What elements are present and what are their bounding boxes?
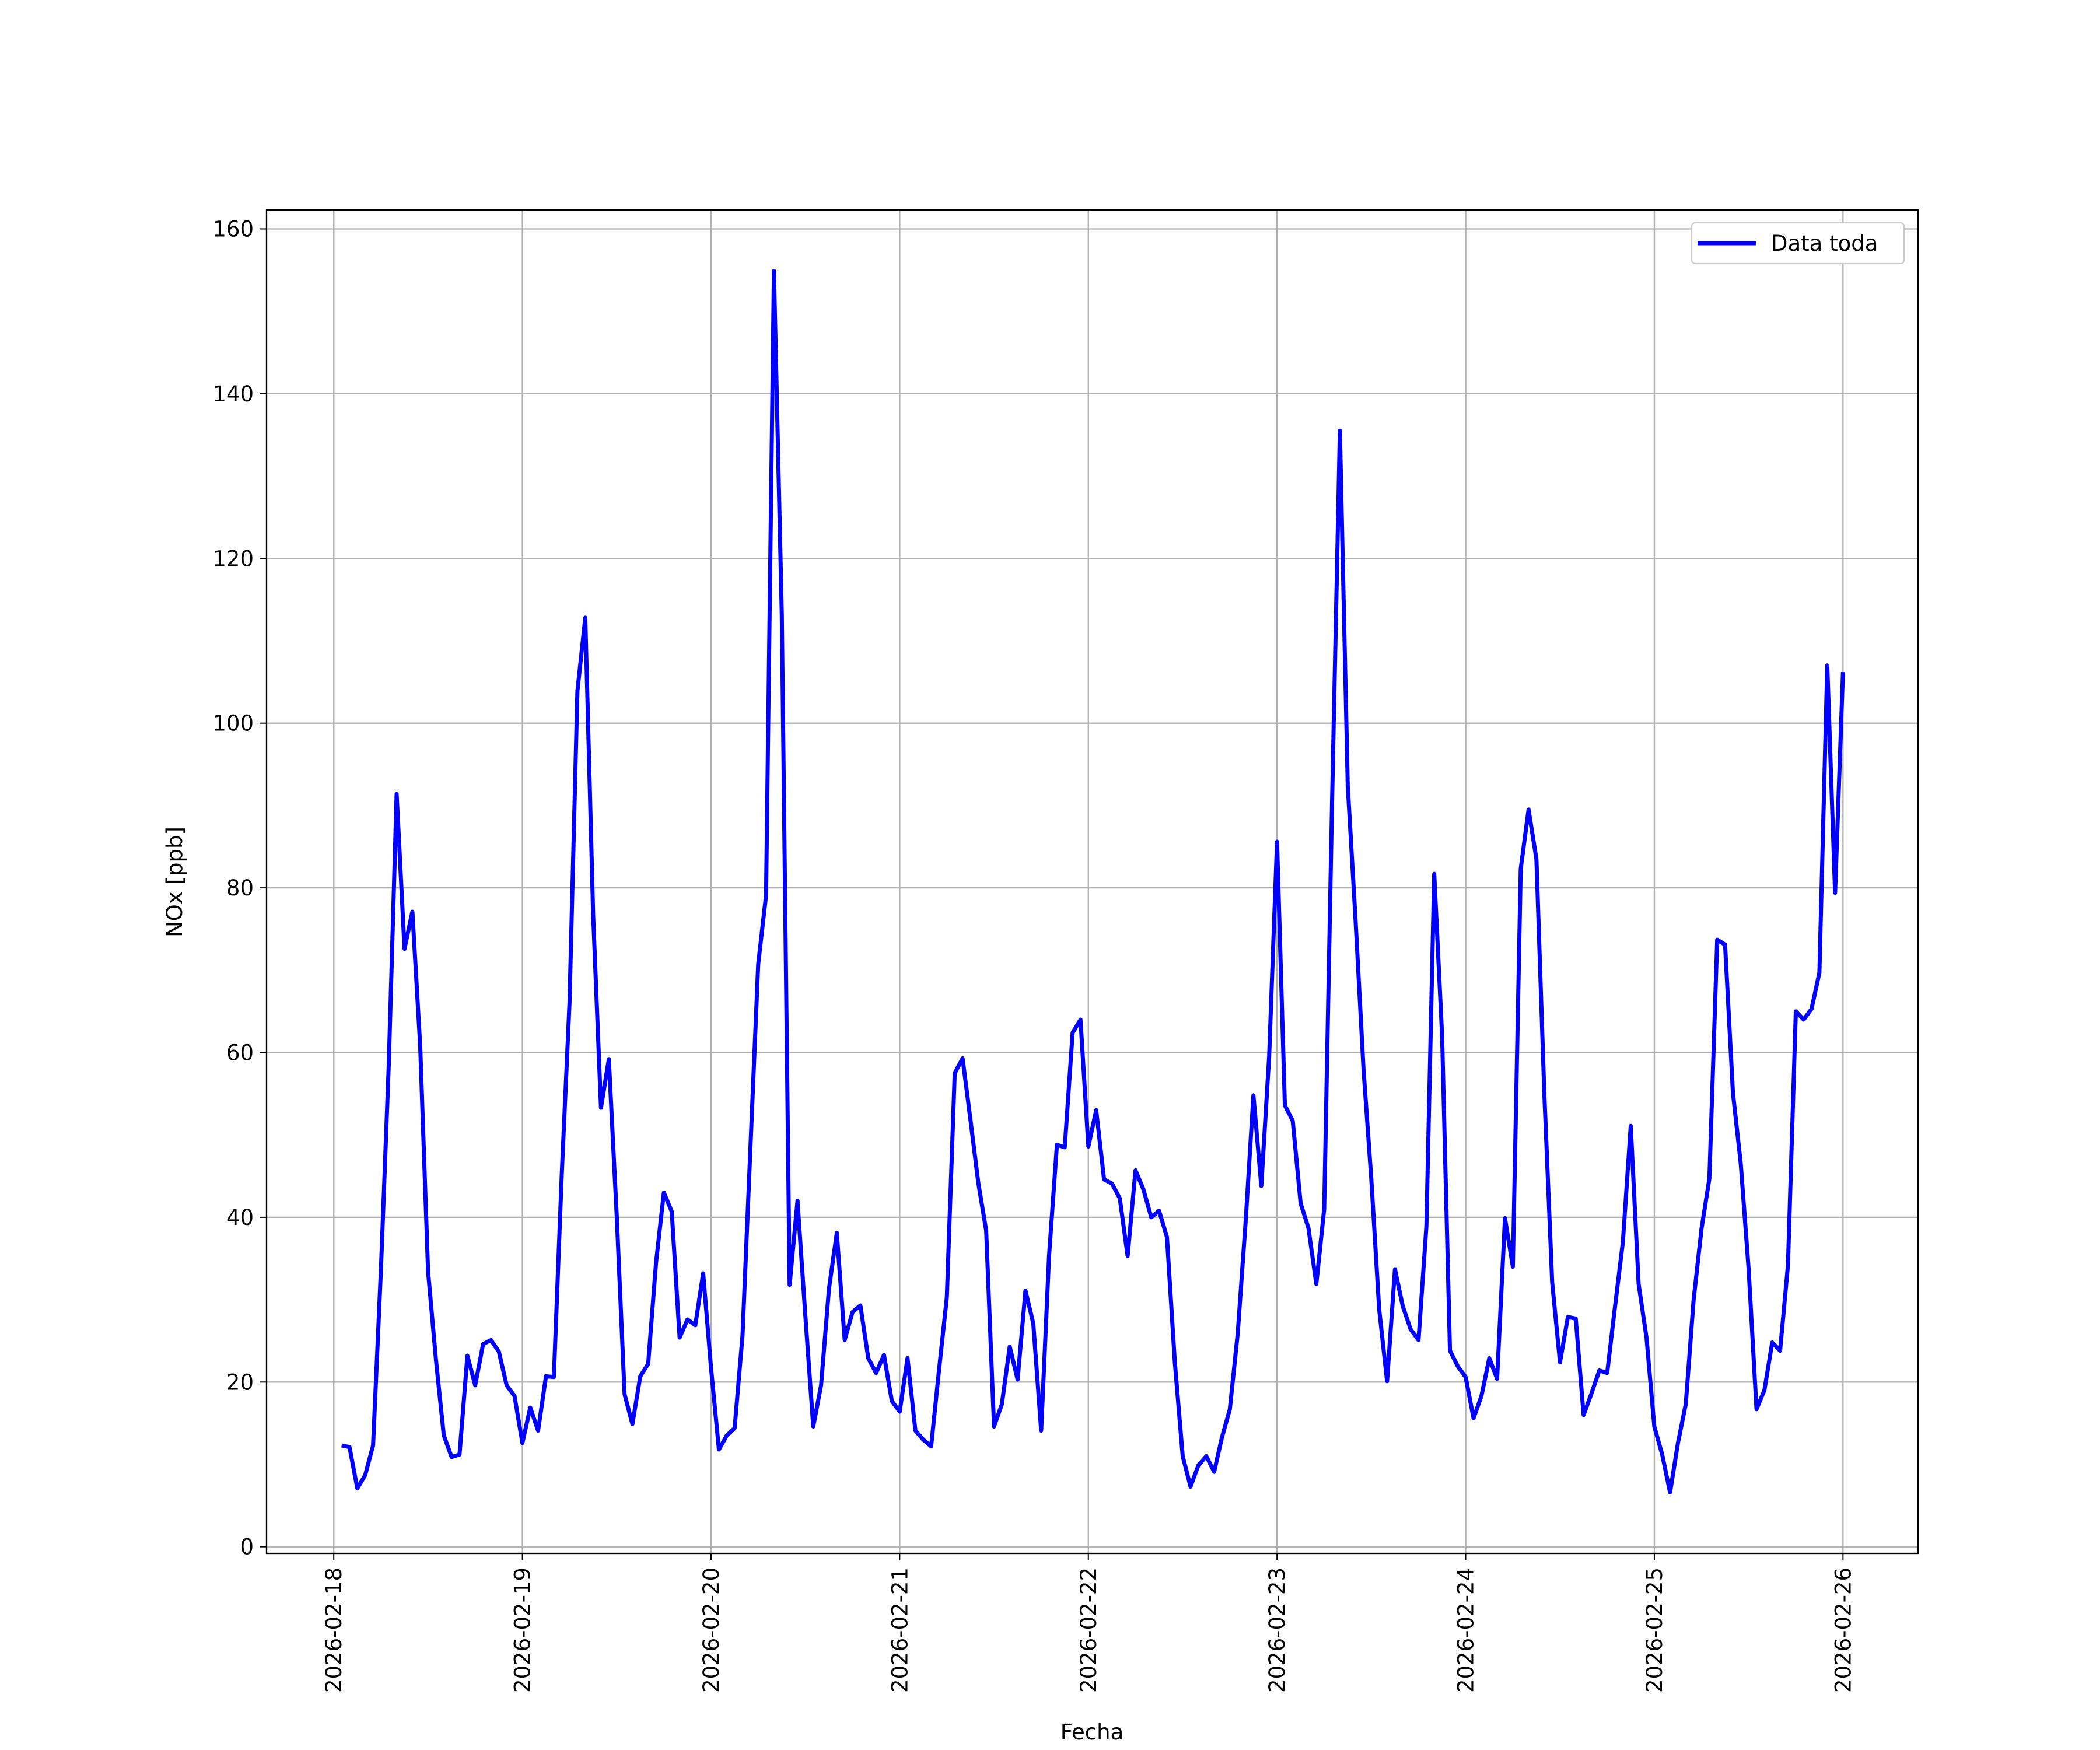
- x-tick-label: 2026-02-26: [1831, 1567, 1856, 1693]
- legend: Data toda: [1690, 222, 1905, 265]
- x-tick-label: 2026-02-20: [699, 1567, 724, 1693]
- y-axis-label: NOx [ppb]: [162, 827, 187, 937]
- y-tick-label: 20: [226, 1370, 254, 1395]
- y-tick-label: 60: [226, 1040, 254, 1065]
- y-tick-label: 120: [212, 546, 254, 571]
- x-axis-label: Fecha: [1060, 1720, 1124, 1745]
- data-line: [341, 269, 1845, 1494]
- y-tick-label: 80: [226, 876, 254, 901]
- x-tick-label: 2026-02-19: [510, 1567, 536, 1693]
- x-tick-label: 2026-02-25: [1642, 1567, 1667, 1693]
- legend-label: Data toda: [1771, 231, 1878, 256]
- y-tick-label: 0: [240, 1535, 254, 1560]
- legend-box: [1690, 222, 1905, 265]
- x-tick-label: 2026-02-23: [1265, 1567, 1290, 1693]
- y-tick-label: 160: [212, 216, 254, 242]
- x-tick-label: 2026-02-18: [321, 1567, 346, 1693]
- x-tick-label: 2026-02-22: [1076, 1567, 1101, 1693]
- plot-frame: [265, 209, 1919, 1555]
- y-tick-label: 40: [226, 1205, 254, 1230]
- x-tick-label: 2026-02-24: [1454, 1567, 1479, 1693]
- y-tick-label: 140: [212, 382, 254, 407]
- x-tick-label: 2026-02-21: [887, 1567, 912, 1693]
- y-tick-label: 100: [212, 711, 254, 736]
